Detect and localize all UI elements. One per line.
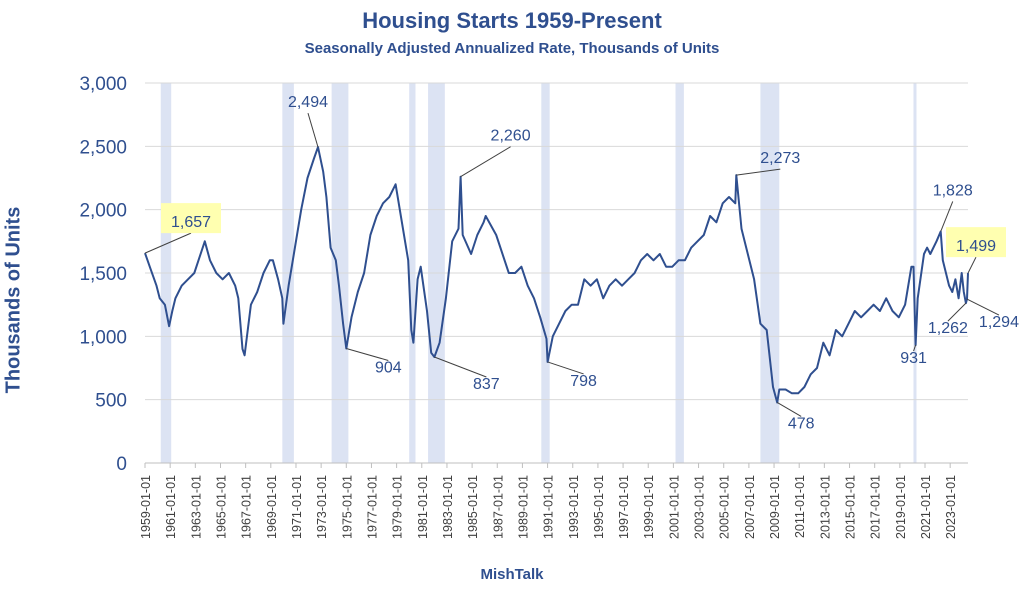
x-tick-label: 1975-01-01 — [340, 475, 354, 539]
x-tick-label: 1963-01-01 — [189, 475, 203, 539]
x-tick-label: 2019-01-01 — [894, 475, 908, 539]
annotation-leader — [547, 361, 584, 375]
series-line — [144, 146, 969, 404]
y-tick-label: 2,000 — [79, 201, 127, 222]
annotation-label: 1,657 — [171, 214, 211, 231]
annotation-leader — [966, 298, 1000, 316]
chart-subtitle: Seasonally Adjusted Annualized Rate, Tho… — [304, 40, 720, 57]
y-tick-label: 3,000 — [79, 74, 127, 95]
x-tick-label: 1993-01-01 — [567, 475, 581, 539]
x-tick-label: 1989-01-01 — [516, 475, 530, 539]
x-tick-label: 2017-01-01 — [869, 475, 883, 539]
x-tick-label: 1979-01-01 — [391, 475, 405, 539]
x-axis-label: MishTalk — [480, 566, 544, 583]
annotation-leader — [346, 348, 389, 361]
x-tick-label: 1971-01-01 — [290, 475, 304, 539]
x-tick-label: 1985-01-01 — [466, 475, 480, 539]
x-tick-label: 2013-01-01 — [818, 475, 832, 539]
x-tick-label: 1999-01-01 — [642, 475, 656, 539]
annotation-label: 837 — [473, 376, 500, 393]
annotation-leader — [940, 201, 954, 232]
x-tick-label: 1991-01-01 — [542, 475, 556, 539]
y-tick-label: 500 — [95, 391, 127, 412]
chart-title: Housing Starts 1959-Present — [362, 8, 662, 33]
x-tick-label: 1973-01-01 — [315, 475, 329, 539]
y-tick-label: 0 — [116, 454, 127, 475]
annotation-leader — [776, 402, 802, 417]
x-tick-label: 1987-01-01 — [491, 475, 505, 539]
annotation-label: 1,294 — [979, 314, 1019, 331]
annotation-label: 931 — [900, 350, 927, 367]
x-tick-label: 2003-01-01 — [693, 475, 707, 539]
x-tick-label: 1965-01-01 — [214, 475, 228, 539]
x-tick-label: 2001-01-01 — [667, 475, 681, 539]
x-tick-label: 1959-01-01 — [139, 475, 153, 539]
annotation-highlight — [161, 203, 221, 234]
y-tick-label: 1,000 — [79, 327, 127, 348]
x-tick-label: 1961-01-01 — [164, 475, 178, 539]
annotation-label: 478 — [788, 415, 815, 432]
annotation-label: 798 — [570, 373, 597, 390]
annotation-leader — [144, 232, 192, 254]
x-tick-label: 1967-01-01 — [240, 475, 254, 539]
annotation-highlight — [946, 227, 1006, 258]
x-tick-label: 1981-01-01 — [416, 475, 430, 539]
annotation-leader — [460, 146, 511, 178]
annotation-label: 904 — [375, 359, 402, 376]
annotation-label: 2,494 — [288, 94, 328, 111]
annotation-leader — [947, 302, 967, 322]
x-tick-label: 2023-01-01 — [944, 475, 958, 539]
x-tick-label: 2007-01-01 — [743, 475, 757, 539]
annotation-leader — [307, 112, 319, 148]
annotation-leader — [967, 256, 977, 274]
y-tick-label: 1,500 — [79, 264, 127, 285]
x-tick-label: 2011-01-01 — [793, 475, 807, 538]
x-tick-label: 2015-01-01 — [844, 475, 858, 539]
annotation-label: 2,273 — [760, 150, 800, 167]
annotation-label: 1,262 — [928, 320, 968, 337]
annotation-label: 2,260 — [491, 128, 531, 145]
x-tick-label: 2009-01-01 — [768, 475, 782, 539]
annotation-leader — [434, 356, 487, 378]
annotation-leader — [736, 168, 781, 176]
annotation-label: 1,499 — [956, 238, 996, 255]
x-tick-label: 1997-01-01 — [617, 475, 631, 539]
x-tick-label: 1983-01-01 — [441, 475, 455, 539]
x-tick-label: 2005-01-01 — [718, 475, 732, 539]
annotation-leader — [913, 344, 917, 352]
x-tick-label: 1995-01-01 — [592, 475, 606, 539]
x-tick-label: 2021-01-01 — [919, 475, 933, 539]
x-tick-label: 1969-01-01 — [265, 475, 279, 539]
y-tick-label: 2,500 — [79, 137, 127, 158]
x-tick-label: 1977-01-01 — [365, 475, 379, 539]
annotation-label: 1,828 — [933, 182, 973, 199]
